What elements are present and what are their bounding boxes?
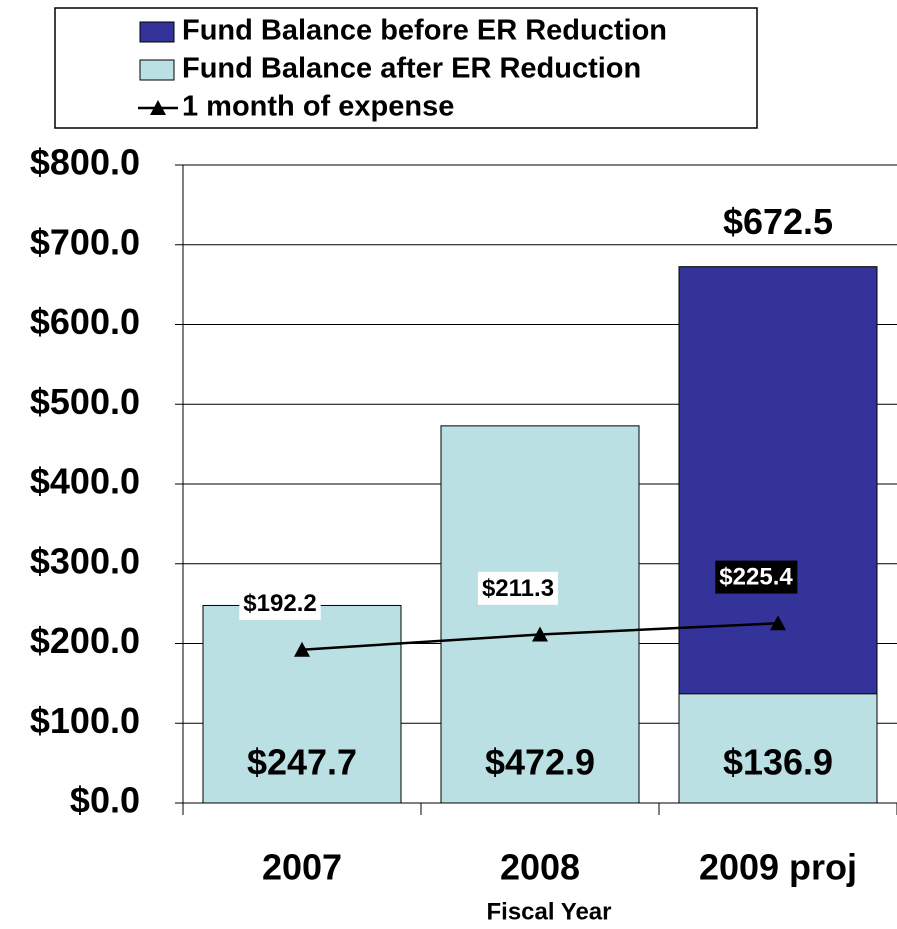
value-label-bg	[477, 571, 559, 605]
x-tick-label: 2008	[500, 847, 580, 888]
y-tick-label: $100.0	[30, 700, 140, 741]
value-label: $472.9	[485, 742, 595, 783]
legend-swatch	[139, 21, 175, 43]
legend-label: Fund Balance before ER Reduction	[182, 15, 667, 47]
y-tick-label: $800.0	[30, 142, 140, 183]
value-label: $247.7	[247, 742, 357, 783]
value-label: $192.2	[243, 590, 316, 617]
value-label: $672.5	[723, 201, 833, 242]
bar	[440, 425, 640, 804]
value-label: $211.3	[482, 575, 554, 602]
value-label: $136.9	[723, 742, 833, 783]
bar	[678, 693, 878, 804]
value-label-bg	[239, 587, 321, 621]
y-tick-label: $200.0	[30, 620, 140, 661]
y-tick-label: $700.0	[30, 221, 140, 262]
marker	[532, 626, 548, 642]
legend-marker	[150, 100, 166, 115]
x-axis-title: Fiscal Year	[487, 898, 612, 925]
y-tick-label: $0.0	[70, 780, 140, 821]
legend-label: Fund Balance after ER Reduction	[182, 53, 641, 85]
y-tick-label: $500.0	[30, 381, 140, 422]
legend-label: 1 month of expense	[182, 91, 454, 123]
y-tick-label: $300.0	[30, 540, 140, 581]
marker	[294, 641, 310, 657]
x-tick-label: 2009 proj	[699, 847, 857, 888]
legend-swatch	[139, 59, 175, 81]
value-label-bg	[715, 560, 798, 594]
y-tick-label: $600.0	[30, 301, 140, 342]
marker	[770, 615, 786, 631]
value-label: $225.4	[719, 564, 793, 591]
x-tick-label: 2007	[262, 847, 342, 888]
y-tick-label: $400.0	[30, 461, 140, 502]
bar	[202, 604, 402, 804]
